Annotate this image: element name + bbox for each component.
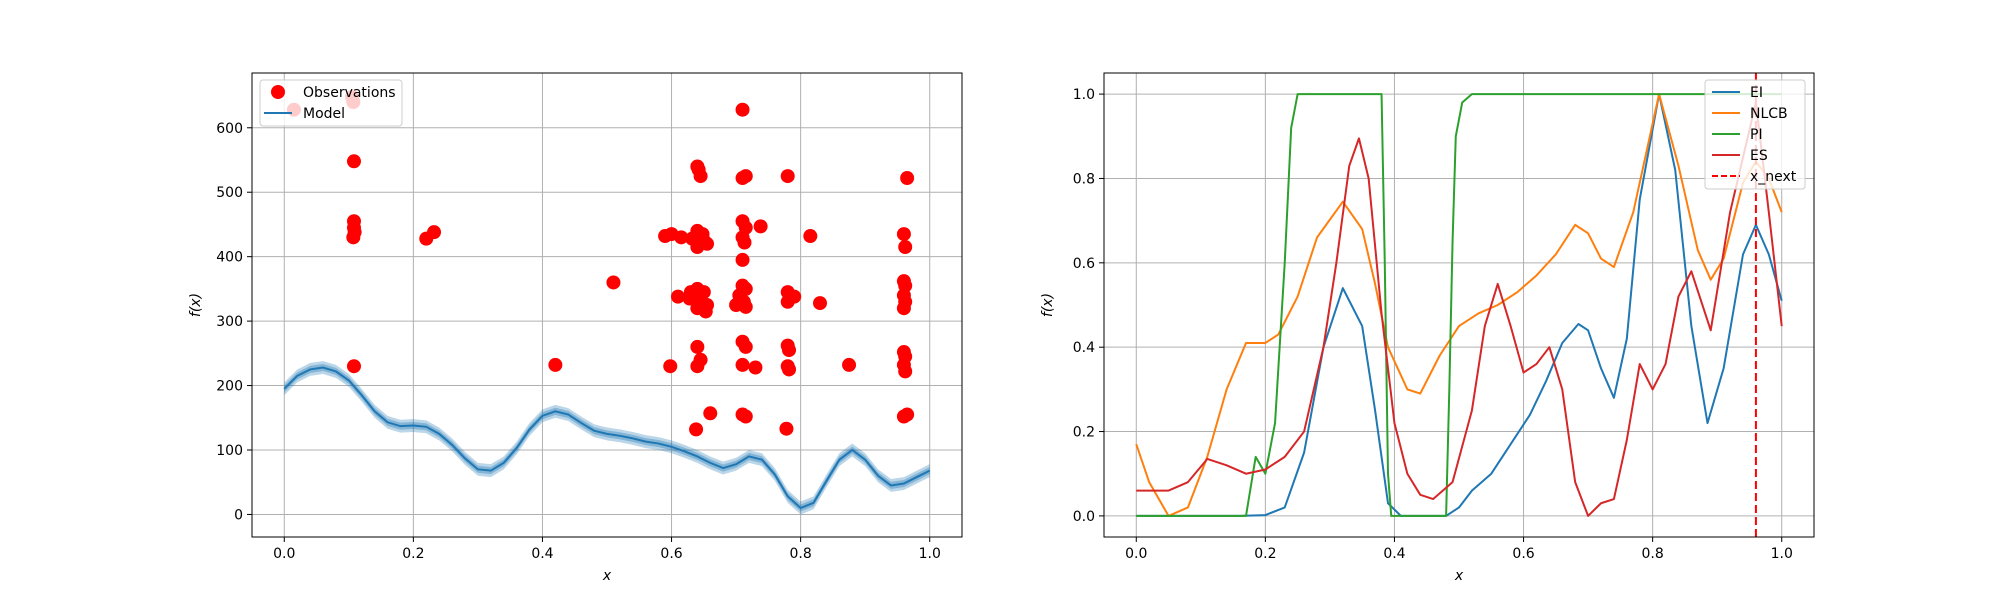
observation-point (693, 169, 708, 184)
y-tick-label: 0.2 (1073, 425, 1095, 441)
observation-point (427, 225, 442, 240)
observation-point (346, 359, 361, 374)
y-tick-label: 200 (216, 379, 243, 395)
observation-point (842, 357, 857, 372)
observation-point (898, 364, 913, 379)
plot-area (1135, 73, 1783, 537)
y-tick-label: 100 (216, 443, 243, 459)
legend-label-ei: EI (1750, 85, 1763, 101)
observation-point (900, 407, 915, 422)
y-tick-label: 1.0 (1073, 87, 1095, 103)
observation-point (663, 359, 678, 374)
legend-box (1704, 79, 1806, 190)
x-tick-label: 0.0 (1125, 546, 1147, 562)
x-tick-label: 1.0 (1771, 546, 1793, 562)
series-line-es (1136, 101, 1783, 517)
observation-point (690, 359, 705, 374)
y-tick-label: 0.8 (1073, 171, 1095, 187)
observation-point (606, 275, 621, 290)
x-tick-label: 0.4 (1383, 546, 1405, 562)
observation-point (698, 304, 713, 319)
model-confidence-band (284, 361, 930, 515)
observation-point (737, 235, 752, 250)
y-tick-label: 300 (216, 314, 243, 330)
observation-point (738, 409, 753, 424)
observation-point (748, 360, 763, 375)
y-tick-label: 500 (216, 185, 243, 201)
plot-frame (251, 72, 963, 538)
legend-box (259, 79, 403, 127)
y-tick-label: 0.0 (1073, 509, 1095, 525)
observation-point (735, 357, 750, 372)
x-tick-label: 0.8 (1642, 546, 1664, 562)
observation-point (689, 422, 704, 437)
observation-point (674, 230, 689, 245)
observation-point (703, 406, 718, 421)
observation-point (813, 296, 827, 311)
y-tick-label: 600 (216, 121, 243, 137)
x-tick-label: 1.0 (919, 546, 941, 562)
x-tick-label: 0.8 (790, 546, 812, 562)
observation-point (803, 229, 818, 244)
observation-point (779, 421, 794, 436)
observation-point (782, 362, 797, 377)
x-axis-label: x (1454, 568, 1464, 584)
legend: Observations Model (259, 79, 403, 127)
y-tick-label: 0 (234, 507, 243, 523)
series-line-pi (1136, 93, 1782, 517)
x-tick-label: 0.4 (531, 546, 553, 562)
observation-point (738, 169, 753, 184)
y-tick-label: 400 (216, 250, 243, 266)
model-line (283, 366, 931, 510)
legend-label-nlcb: NLCB (1750, 106, 1788, 122)
x-tick-label: 0.0 (273, 546, 295, 562)
observation-point (780, 169, 795, 184)
observation-point (896, 227, 911, 242)
y-axis-label: f(x) (188, 293, 204, 317)
series-line-ei (1136, 93, 1783, 517)
observation-point (738, 339, 753, 354)
legend-label-model: Model (303, 106, 345, 122)
y-axis-label: f(x) (1040, 293, 1056, 317)
x-tick-label: 0.2 (1254, 546, 1276, 562)
legend-marker-observations (271, 85, 285, 99)
legend-label-es: ES (1750, 148, 1768, 164)
observation-point (548, 357, 563, 372)
legend-label-observations: Observations (303, 85, 396, 101)
observation-point (700, 236, 715, 251)
series-line-nlcb (1135, 93, 1783, 517)
observation-point (735, 102, 750, 117)
observation-point (738, 281, 753, 296)
observation-point (898, 240, 913, 254)
observation-point (735, 252, 750, 267)
x-axis-label: x (602, 568, 612, 584)
legend-label-pi: PI (1750, 127, 1763, 143)
observation-point (753, 219, 768, 234)
observation-point (671, 289, 685, 304)
observation-point (896, 301, 911, 316)
legend: EI NLCB PI ES x_next (1704, 79, 1806, 190)
observation-point (787, 289, 802, 304)
observation-point (900, 171, 915, 186)
x-tick-label: 0.2 (402, 546, 424, 562)
model-inner-band (284, 363, 930, 512)
observation-point (782, 343, 797, 358)
observation-point (346, 230, 361, 245)
plot-frame (1103, 72, 1815, 538)
observation-point (346, 154, 361, 169)
x-tick-label: 0.6 (1512, 546, 1534, 562)
chart-2: 0.0 0.2 0.4 0.6 0.8 1.0 0.0 0.2 0.4 0.6 0.8 1.0 x f(x… (1040, 72, 1815, 584)
y-tick-label: 0.4 (1073, 340, 1095, 356)
y-tick-label: 0.6 (1073, 256, 1095, 272)
chart-1: 0.0 0.2 0.4 0.6 0.8 1.0 0 100 200 300 400 500 600 x f(… (188, 72, 963, 584)
plot-area (283, 89, 931, 515)
legend-label-x_next: x_next (1750, 169, 1797, 185)
x-tick-label: 0.6 (660, 546, 682, 562)
observation-point (738, 299, 753, 314)
observation-point (690, 339, 705, 354)
